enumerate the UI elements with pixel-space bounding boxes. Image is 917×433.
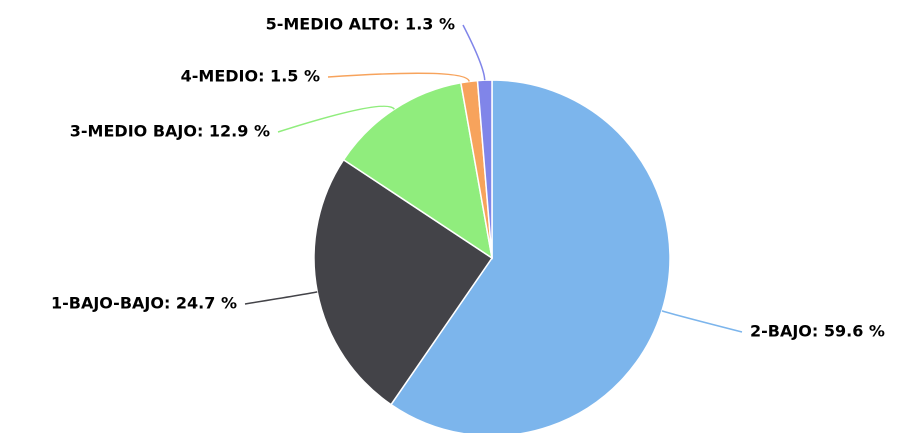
connector xyxy=(661,310,743,333)
data-label: 1-BAJO-BAJO: 24.7 % xyxy=(51,294,237,313)
data-label: 5-MEDIO ALTO: 1.3 % xyxy=(266,15,455,34)
pie-slice xyxy=(476,79,493,259)
connector xyxy=(277,105,395,133)
pie-slice xyxy=(342,81,494,260)
connector xyxy=(327,72,470,82)
pie-slice xyxy=(313,158,494,406)
pie-slice xyxy=(389,79,671,433)
data-label: 4-MEDIO: 1.5 % xyxy=(181,67,320,86)
data-label: 3-MEDIO BAJO: 12.9 % xyxy=(70,122,270,141)
connector xyxy=(462,24,486,81)
data-label: 2-BAJO: 59.6 % xyxy=(750,322,885,341)
connector xyxy=(244,291,318,305)
